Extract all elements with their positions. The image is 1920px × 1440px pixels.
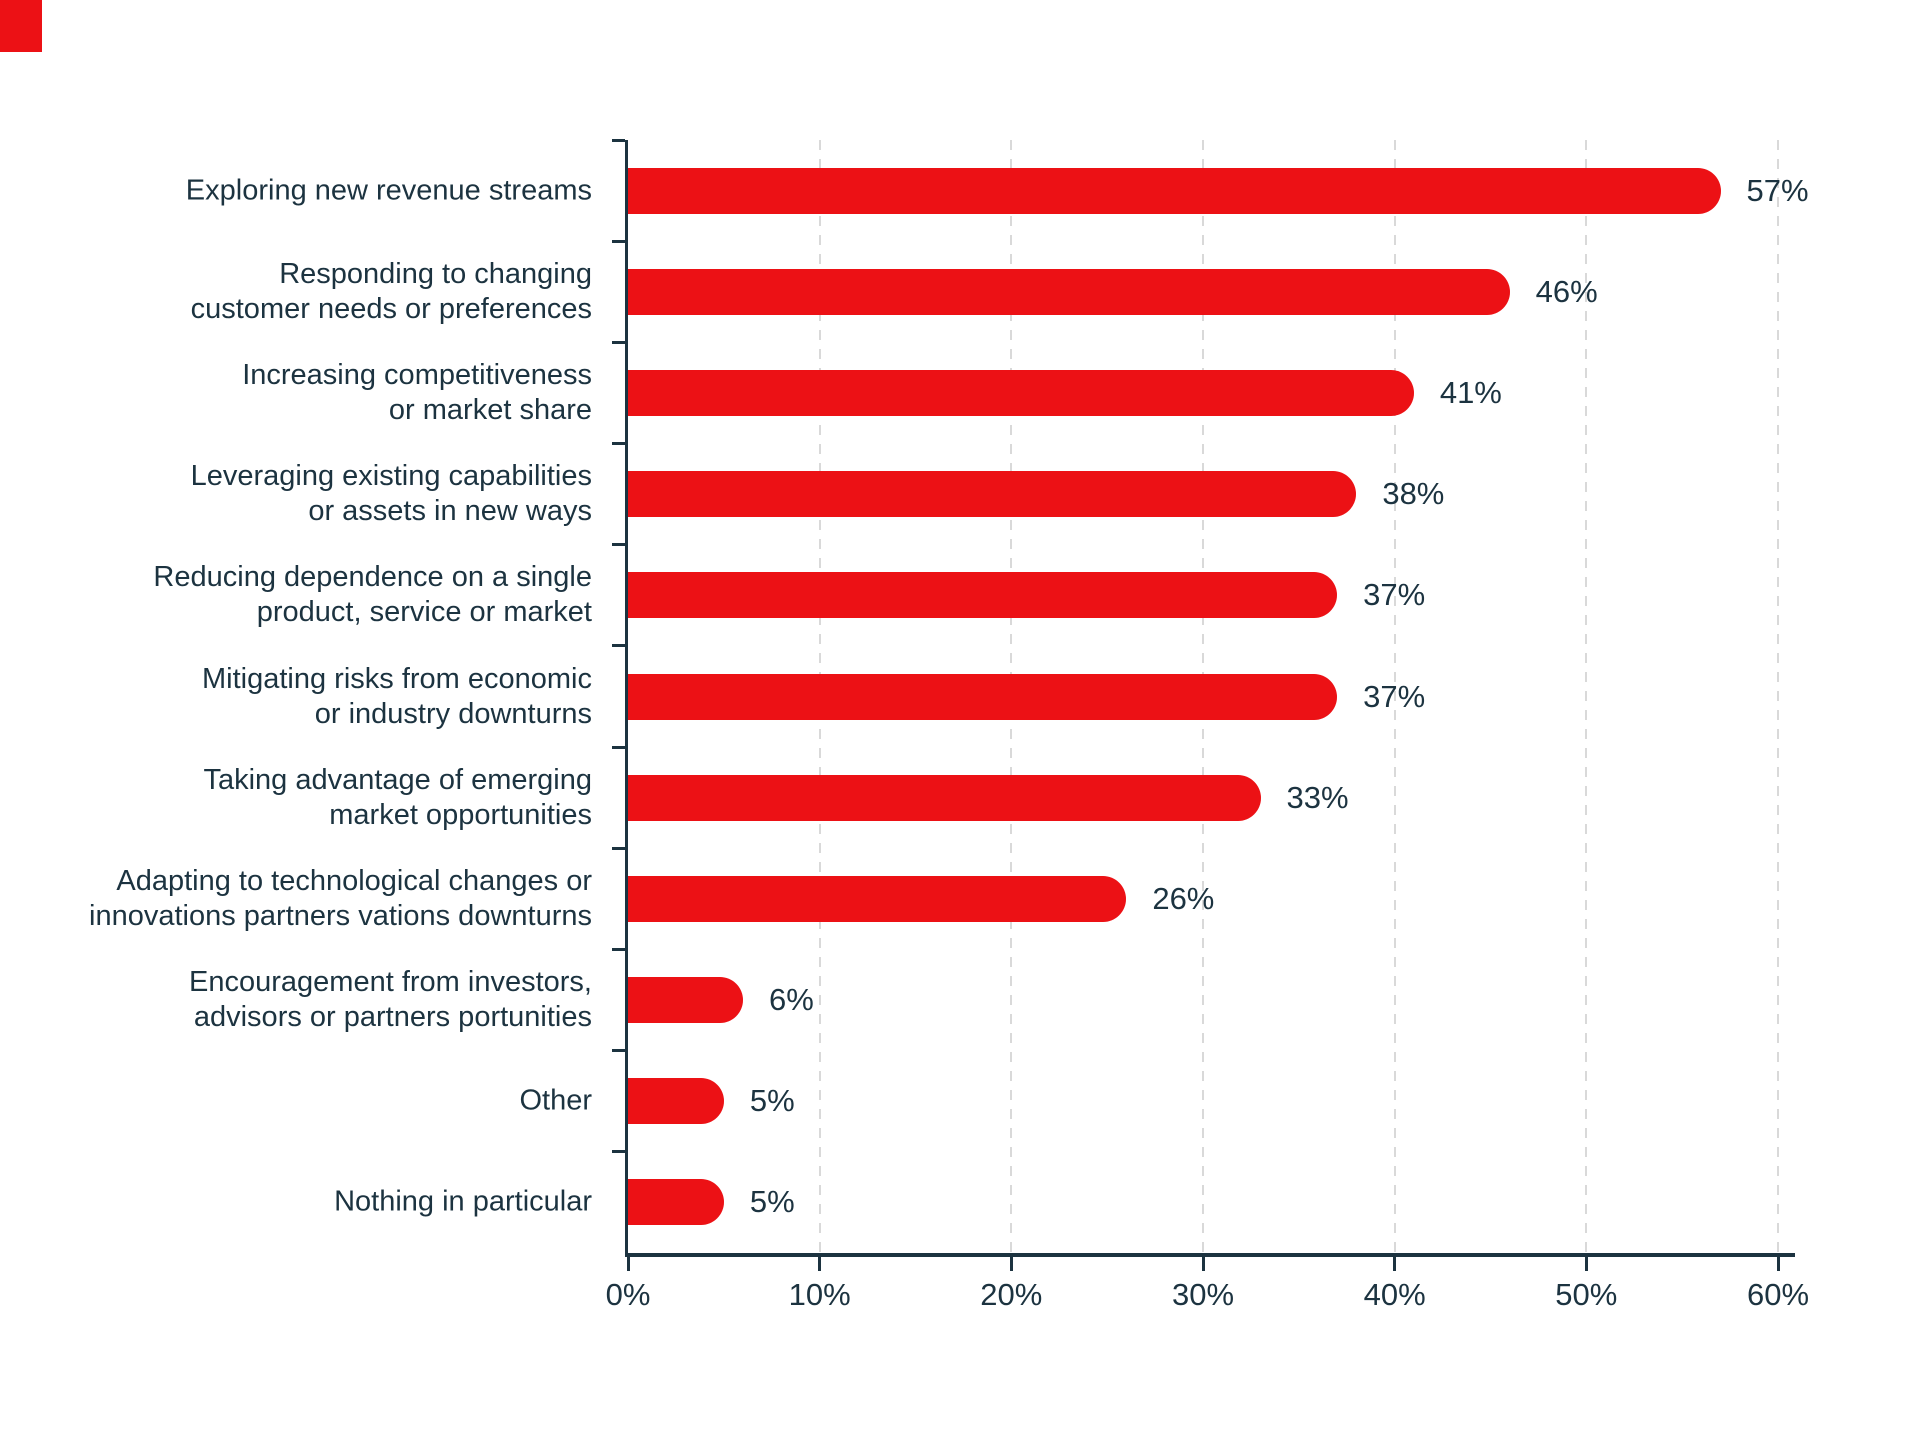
x-axis-tick-label: 40% (1363, 1277, 1426, 1312)
category-label: Leveraging existing capabilities or asse… (190, 460, 592, 528)
bar (628, 369, 1414, 416)
category-label: Exploring new revenue streams (185, 174, 592, 207)
bar-value-label: 57% (1746, 172, 1809, 208)
x-axis-tick (1393, 1257, 1397, 1271)
x-axis-tick (626, 1257, 630, 1271)
category-label: Responding to changing customer needs or… (190, 257, 592, 325)
bar (628, 875, 1127, 922)
y-axis-tick (612, 947, 625, 951)
corner-accent-block (0, 0, 42, 52)
x-axis-tick (1201, 1257, 1205, 1271)
bar-value-label: 26% (1152, 880, 1215, 916)
bar (628, 1179, 724, 1226)
category-label: Mitigating risks from economic or indust… (202, 662, 592, 730)
gridline-50 (1585, 140, 1588, 1253)
bar-value-label: 38% (1382, 476, 1445, 512)
y-axis-tick (612, 442, 625, 446)
x-axis-tick-label: 20% (980, 1277, 1043, 1312)
y-axis-line (625, 140, 628, 1257)
bar (628, 572, 1338, 619)
y-axis-tick (612, 340, 625, 344)
bar (628, 977, 743, 1024)
x-axis-tick-label: 10% (788, 1277, 851, 1312)
bar-value-label: 37% (1363, 678, 1426, 714)
y-axis-tick (612, 543, 625, 547)
gridline-60 (1777, 140, 1779, 1253)
x-axis-tick (1009, 1257, 1013, 1271)
y-axis-tick (612, 745, 625, 749)
x-axis-tick-label: 30% (1171, 1277, 1235, 1312)
x-axis-tick-label: 50% (1555, 1277, 1618, 1312)
y-axis-tick (612, 239, 625, 243)
x-axis-tick (818, 1257, 822, 1271)
gridline-40 (1393, 140, 1396, 1253)
category-label: Increasing competitiveness or market sha… (242, 358, 592, 426)
y-axis-tick (612, 644, 625, 648)
bar (628, 268, 1510, 315)
category-label: Taking advantage of emerging market oppo… (203, 763, 592, 831)
category-label: Adapting to technological changes or inn… (89, 864, 592, 932)
bar (628, 673, 1338, 720)
bar (628, 167, 1721, 214)
bar-value-label: 6% (769, 982, 814, 1018)
category-label: Reducing dependence on a single product,… (153, 561, 592, 629)
category-label: Nothing in particular (334, 1185, 592, 1218)
bar (628, 471, 1357, 518)
x-axis-line (625, 1253, 1795, 1257)
bar-value-label: 41% (1439, 374, 1502, 410)
x-axis-tick-label: 0% (605, 1277, 651, 1312)
bar-value-label: 37% (1363, 577, 1426, 613)
x-axis-tick-label: 60% (1746, 1277, 1810, 1312)
x-axis-tick (1776, 1257, 1780, 1271)
category-label: Encouragement from investors, advisors o… (189, 966, 592, 1034)
bar (628, 1078, 724, 1125)
y-axis-tick (612, 1150, 625, 1154)
category-label: Other (519, 1084, 592, 1117)
bar-value-label: 5% (749, 1184, 795, 1220)
y-axis-tick (612, 138, 625, 142)
x-axis-tick (1584, 1257, 1588, 1271)
y-axis-tick (612, 1049, 625, 1053)
bar-value-label: 5% (749, 1083, 795, 1119)
bar-value-label: 46% (1535, 273, 1598, 309)
y-axis-tick (612, 846, 625, 850)
bar-value-label: 33% (1286, 779, 1349, 815)
bar (628, 774, 1261, 821)
